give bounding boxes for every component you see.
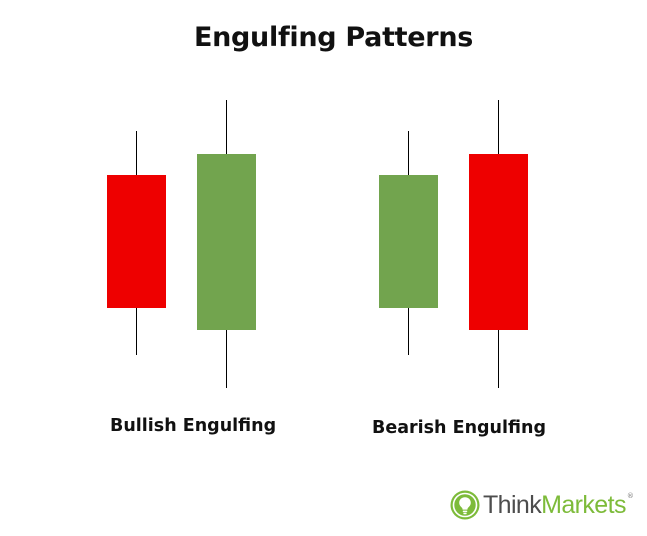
diagram-title: Engulfing Patterns	[193, 22, 474, 53]
bullish-first-candle-body-bearish	[107, 175, 166, 308]
bearish-engulfing-pattern	[379, 100, 528, 388]
logo-markets-text: Markets	[541, 490, 626, 519]
logo-think-text: Think	[483, 490, 542, 519]
bearish-first-candle-body-bullish	[379, 175, 438, 308]
bearish-second-candle-body-bearish	[469, 154, 528, 330]
bearish-engulfing-label: Bearish Engulfing	[372, 418, 546, 438]
thinkmarkets-logo: ThinkMarkets ®	[450, 489, 634, 521]
bullish-engulfing-label: Bullish Engulfing	[110, 416, 277, 436]
logo-wordmark: ThinkMarkets	[483, 490, 626, 519]
registered-mark: ®	[626, 492, 634, 500]
bullish-engulfing-pattern	[107, 100, 256, 388]
bullish-second-candle-body-bullish	[197, 154, 256, 330]
lightbulb-logo-icon	[450, 490, 480, 520]
